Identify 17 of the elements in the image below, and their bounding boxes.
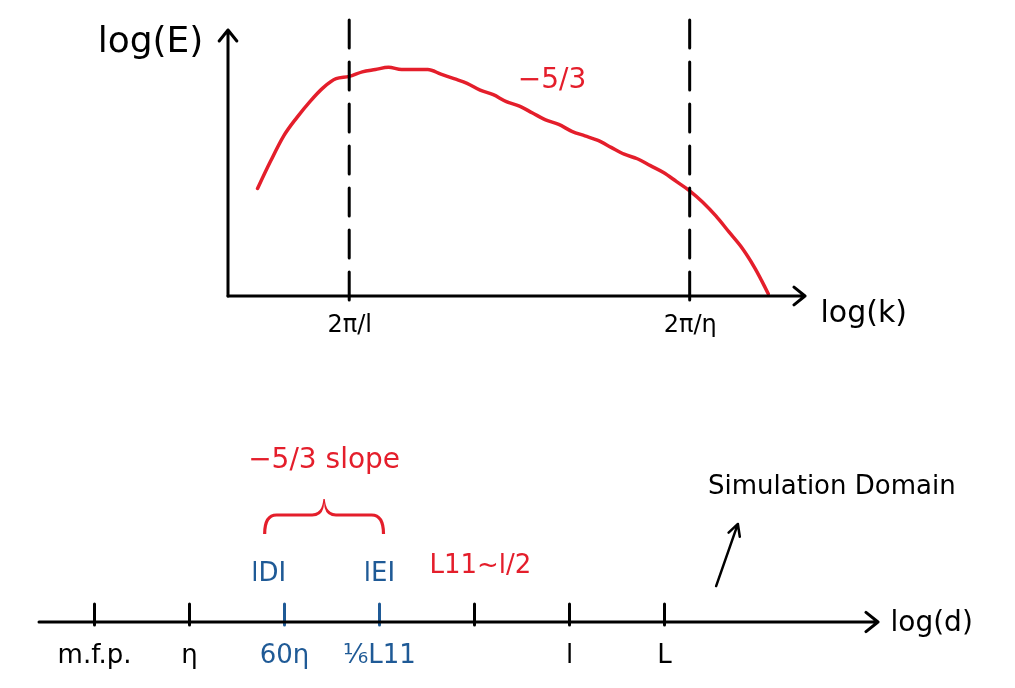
x-tick-label: 2π/l	[327, 309, 372, 338]
text: log(d)	[890, 604, 973, 638]
category-label: m.f.p.	[57, 639, 132, 669]
category-label: l	[565, 639, 574, 669]
x-tick-label: 2π/η	[663, 309, 717, 338]
text: lEI	[363, 557, 396, 587]
text: L11~l/2	[429, 549, 532, 579]
category-label: 60η	[259, 639, 310, 669]
category-label: η	[181, 639, 198, 669]
y-axis-title: log(E)	[97, 18, 204, 60]
category-label: ⅙L11	[343, 639, 416, 669]
category-label: L	[657, 639, 673, 669]
text: lDI	[251, 557, 287, 587]
text: −5/3 slope	[248, 442, 401, 475]
text: Simulation Domain	[708, 470, 956, 500]
x-axis-title: log(k)	[820, 293, 908, 329]
annotation: −5/3	[517, 62, 587, 95]
